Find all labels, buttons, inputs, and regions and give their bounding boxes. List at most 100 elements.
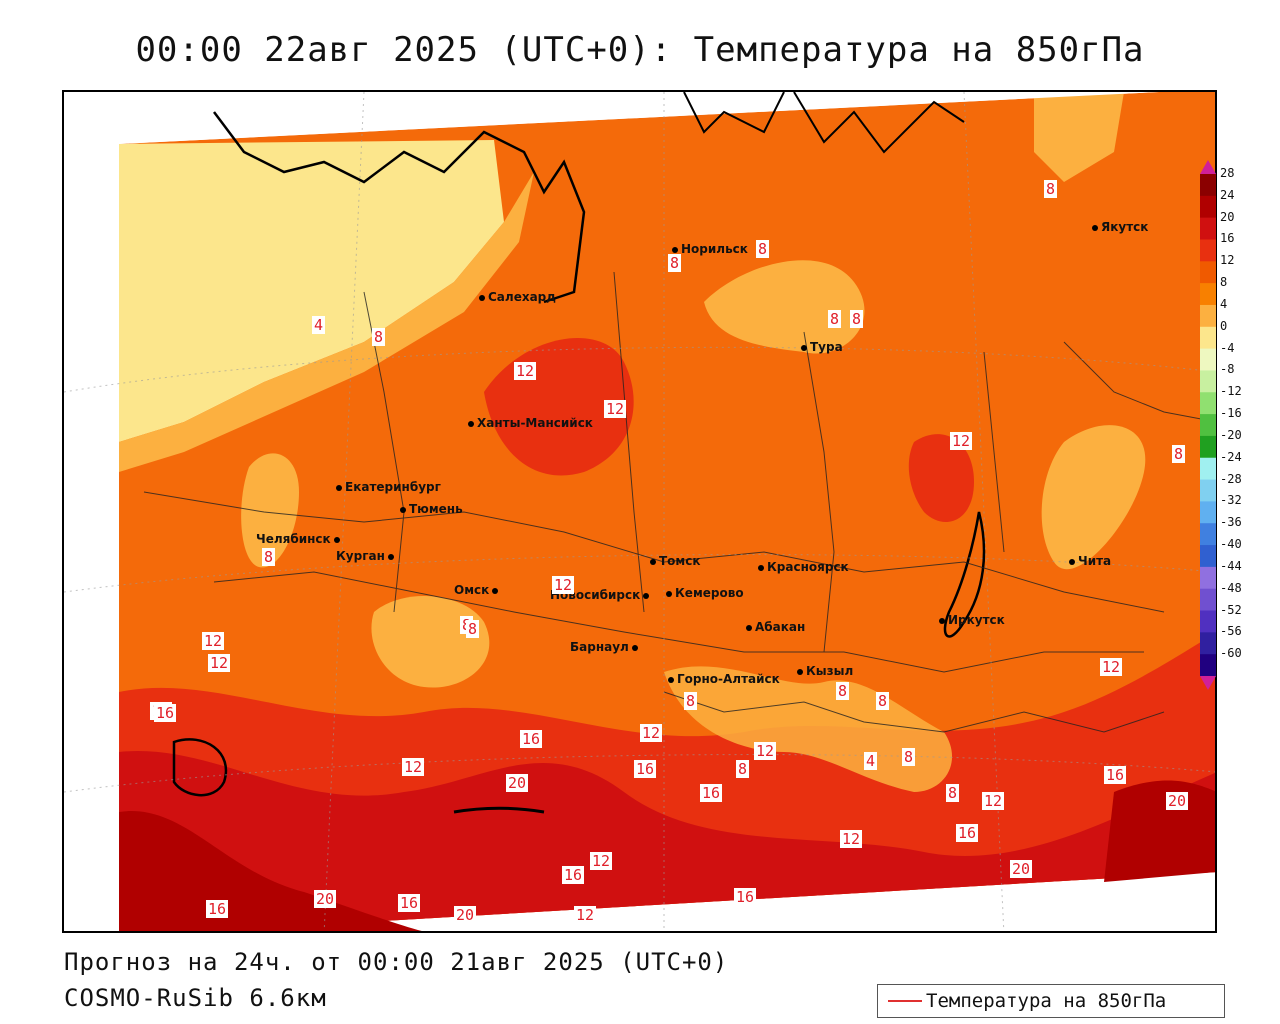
isotherm-label: 16	[634, 760, 657, 778]
isotherm-label: 12	[640, 724, 663, 742]
city-label: Горно-Алтайск	[668, 672, 780, 686]
isotherm-label: 8	[684, 692, 698, 710]
colorbar-segment	[1200, 217, 1216, 240]
isotherm-label: 20	[454, 906, 477, 924]
isotherm-label: 12	[202, 632, 225, 650]
colorbar-tick-label: -44	[1220, 558, 1242, 573]
colorbar-tick-label: -60	[1220, 646, 1242, 661]
isotherm-label: 16	[154, 704, 177, 722]
isotherm-label: 12	[1100, 658, 1123, 676]
city-label: Кызыл	[797, 664, 853, 678]
colorbar-segment	[1200, 392, 1216, 415]
colorbar-tick-label: 4	[1220, 296, 1228, 311]
isotherm-label: 8	[836, 682, 850, 700]
city-label: Барнаул	[570, 640, 641, 654]
model-name: COSMO-RuSib 6.6км	[64, 984, 327, 1012]
colorbar-bottom-arrow	[1200, 676, 1216, 690]
colorbar-segment	[1200, 632, 1216, 655]
city-label: Иркутск	[939, 613, 1005, 627]
colorbar-segment	[1200, 435, 1216, 459]
isotherm-label: 20	[314, 890, 337, 908]
colorbar-scale	[1200, 160, 1216, 690]
colorbar-tick-label: -32	[1220, 493, 1242, 508]
isotherm-label: 20	[1010, 860, 1033, 878]
isotherm-label: 16	[956, 824, 979, 842]
colorbar-tick-label: 24	[1220, 187, 1235, 202]
city-label: Екатеринбург	[336, 480, 441, 494]
colorbar-segment	[1200, 457, 1216, 481]
isotherm-label: 8	[1044, 180, 1058, 198]
colorbar-segment	[1200, 195, 1216, 219]
colorbar-segment	[1200, 174, 1216, 197]
isotherm-label: 8	[850, 310, 864, 328]
colorbar-tick-label: 20	[1220, 209, 1235, 224]
isotherm-label: 20	[506, 774, 529, 792]
legend-label: Температура на 850гПа	[926, 990, 1167, 1012]
colorbar-tick-label: -48	[1220, 580, 1242, 595]
isotherm-label: 16	[700, 784, 723, 802]
colorbar-tick-label: -56	[1220, 624, 1242, 639]
colorbar-segment	[1200, 370, 1216, 393]
isotherm-label: 8	[736, 760, 750, 778]
chart-title: 00:00 22авг 2025 (UTC+0): Температура на…	[135, 30, 1145, 70]
colorbar-segment	[1200, 348, 1216, 371]
colorbar-segment	[1200, 654, 1216, 677]
city-label: Томск	[650, 554, 701, 568]
colorbar-segment	[1200, 588, 1216, 612]
colorbar-segment	[1200, 283, 1216, 306]
city-label: Якутск	[1092, 220, 1148, 234]
colorbar-tick-label: -16	[1220, 406, 1242, 421]
city-label: Ханты-Мансийск	[468, 416, 593, 430]
isotherm-label: 16	[1104, 766, 1127, 784]
isotherm-label: 4	[312, 316, 326, 334]
isotherm-label: 16	[562, 866, 585, 884]
isotherm-label: 20	[1166, 792, 1189, 810]
isotherm-label: 12	[840, 830, 863, 848]
city-label: Курган	[336, 549, 397, 563]
colorbar-tick-label: 0	[1220, 318, 1228, 333]
city-label: Абакан	[746, 620, 805, 634]
isotherm-label: 12	[754, 742, 777, 760]
isotherm-label: 12	[514, 362, 537, 380]
legend: Температура на 850гПа	[877, 984, 1225, 1018]
forecast-info: Прогноз на 24ч. от 00:00 21авг 2025 (UTC…	[64, 948, 729, 976]
colorbar-segment	[1200, 523, 1216, 546]
colorbar-tick-label: 16	[1220, 231, 1235, 246]
colorbar-tick-label: -52	[1220, 602, 1242, 617]
isotherm-label: 8	[668, 254, 682, 272]
map-canvas	[64, 92, 1215, 931]
legend-line	[888, 1000, 922, 1002]
isotherm-label: 12	[982, 792, 1005, 810]
isotherm-label: 8	[828, 310, 842, 328]
temperature-map: Якутск Норильск Салехард Тура Ханты-Манс…	[62, 90, 1217, 933]
city-label: Тура	[801, 340, 843, 354]
isotherm-label: 8	[1172, 445, 1186, 463]
isotherm-label: 16	[206, 900, 229, 918]
isotherm-label: 8	[262, 548, 276, 566]
isotherm-label: 12	[604, 400, 627, 418]
city-label: Салехард	[479, 290, 556, 304]
colorbar-tick-label: 12	[1220, 253, 1235, 268]
city-label: Омск	[454, 583, 501, 597]
colorbar-segment	[1200, 545, 1216, 568]
city-label: Чита	[1069, 554, 1111, 568]
colorbar-segment	[1200, 414, 1216, 437]
colorbar-segment	[1200, 566, 1216, 590]
colorbar-tick-label: 8	[1220, 275, 1228, 290]
colorbar-tick-label: 28	[1220, 166, 1235, 180]
isotherm-label: 4	[864, 752, 878, 770]
isotherm-label: 8	[902, 748, 916, 766]
colorbar-tick-label: -24	[1220, 449, 1242, 464]
colorbar-tick-label: -8	[1220, 362, 1235, 377]
isotherm-label: 8	[876, 692, 890, 710]
isotherm-label: 12	[208, 654, 231, 672]
colorbar	[1200, 160, 1216, 690]
colorbar-tick-label: -36	[1220, 515, 1242, 530]
isotherm-label: 8	[466, 620, 480, 638]
colorbar-tick-label: -20	[1220, 427, 1242, 442]
colorbar-segment	[1200, 479, 1216, 502]
colorbar-segment	[1200, 261, 1216, 284]
colorbar-segment	[1200, 304, 1216, 328]
colorbar-segment	[1200, 326, 1216, 350]
isotherm-label: 12	[950, 432, 973, 450]
